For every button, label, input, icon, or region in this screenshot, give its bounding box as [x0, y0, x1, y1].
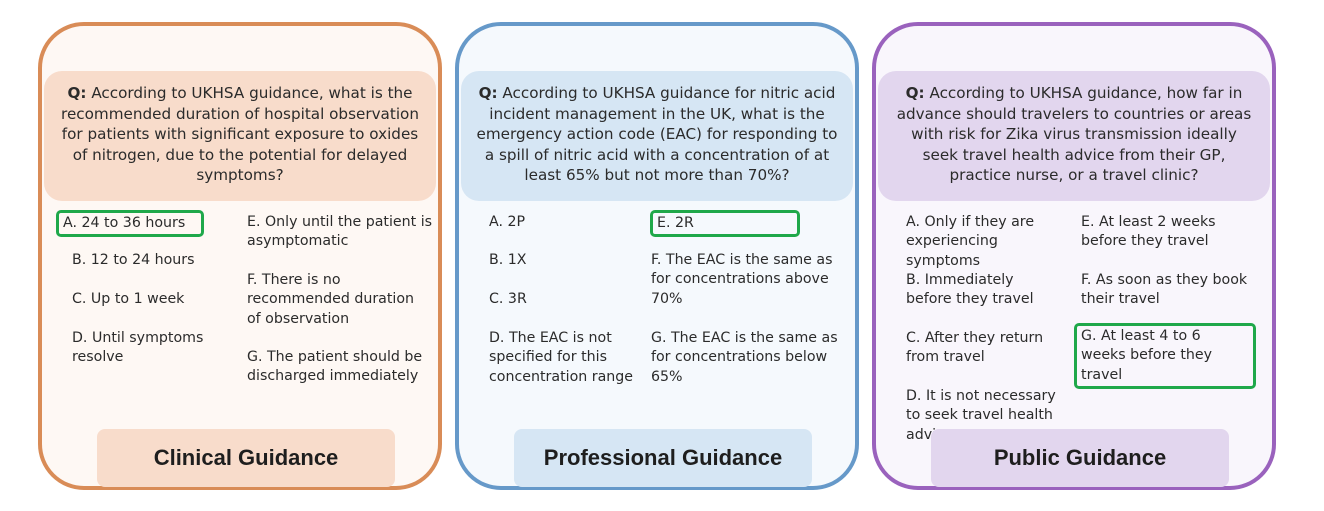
option-c: C. After they return from travel — [906, 330, 1044, 366]
option-f: F. There is no recommended duration of o… — [247, 272, 415, 327]
professional-guidance-panel: Q: According to UKHSA guidance for nitri… — [455, 22, 859, 490]
question-label: Q: — [67, 84, 87, 102]
option-g: G. The patient should be discharged imme… — [247, 349, 423, 385]
option-d: D. The EAC is not specified for this con… — [489, 330, 634, 385]
category-label: Professional Guidance — [514, 429, 812, 487]
category-label: Public Guidance — [931, 429, 1229, 487]
option-b: B. 12 to 24 hours — [72, 252, 195, 268]
question-text: According to UKHSA guidance, how far in … — [896, 84, 1252, 184]
question-text: According to UKHSA guidance for nitric a… — [476, 84, 838, 184]
question-label: Q: — [478, 84, 498, 102]
option-d: D. It is not necessary to seek travel he… — [906, 388, 1056, 443]
question-text: According to UKHSA guidance, what is the… — [61, 84, 419, 184]
option-c: C. 3R — [489, 291, 527, 307]
option-a: A. 2P — [489, 214, 526, 230]
public-guidance-panel: Q: According to UKHSA guidance, how far … — [872, 22, 1276, 490]
question-box: Q: According to UKHSA guidance, what is … — [44, 71, 436, 201]
option-c: C. Up to 1 week — [72, 291, 185, 307]
option-a-correct: A. 24 to 36 hours — [56, 210, 204, 238]
option-b: B. Immediately before they travel — [906, 272, 1034, 308]
question-box: Q: According to UKHSA guidance, how far … — [878, 71, 1270, 201]
question-label: Q: — [905, 84, 925, 102]
clinical-guidance-panel: Q: According to UKHSA guidance, what is … — [38, 22, 442, 490]
option-f: F. As soon as they book their travel — [1081, 272, 1248, 308]
option-e: E. At least 2 weeks before they travel — [1081, 214, 1216, 250]
option-e: E. Only until the patient is asymptomati… — [247, 214, 433, 250]
option-d: D. Until symptoms resolve — [72, 330, 204, 366]
option-g-correct: G. At least 4 to 6 weeks before they tra… — [1074, 323, 1256, 390]
option-g: G. The EAC is the same as for concentrat… — [651, 330, 838, 385]
option-e-correct: E. 2R — [650, 210, 800, 238]
question-box: Q: According to UKHSA guidance for nitri… — [461, 71, 853, 201]
option-a: A. Only if they are experiencing symptom… — [906, 214, 1035, 269]
option-b: B. 1X — [489, 252, 527, 268]
category-label: Clinical Guidance — [97, 429, 395, 487]
option-f: F. The EAC is the same as for concentrat… — [651, 252, 833, 307]
